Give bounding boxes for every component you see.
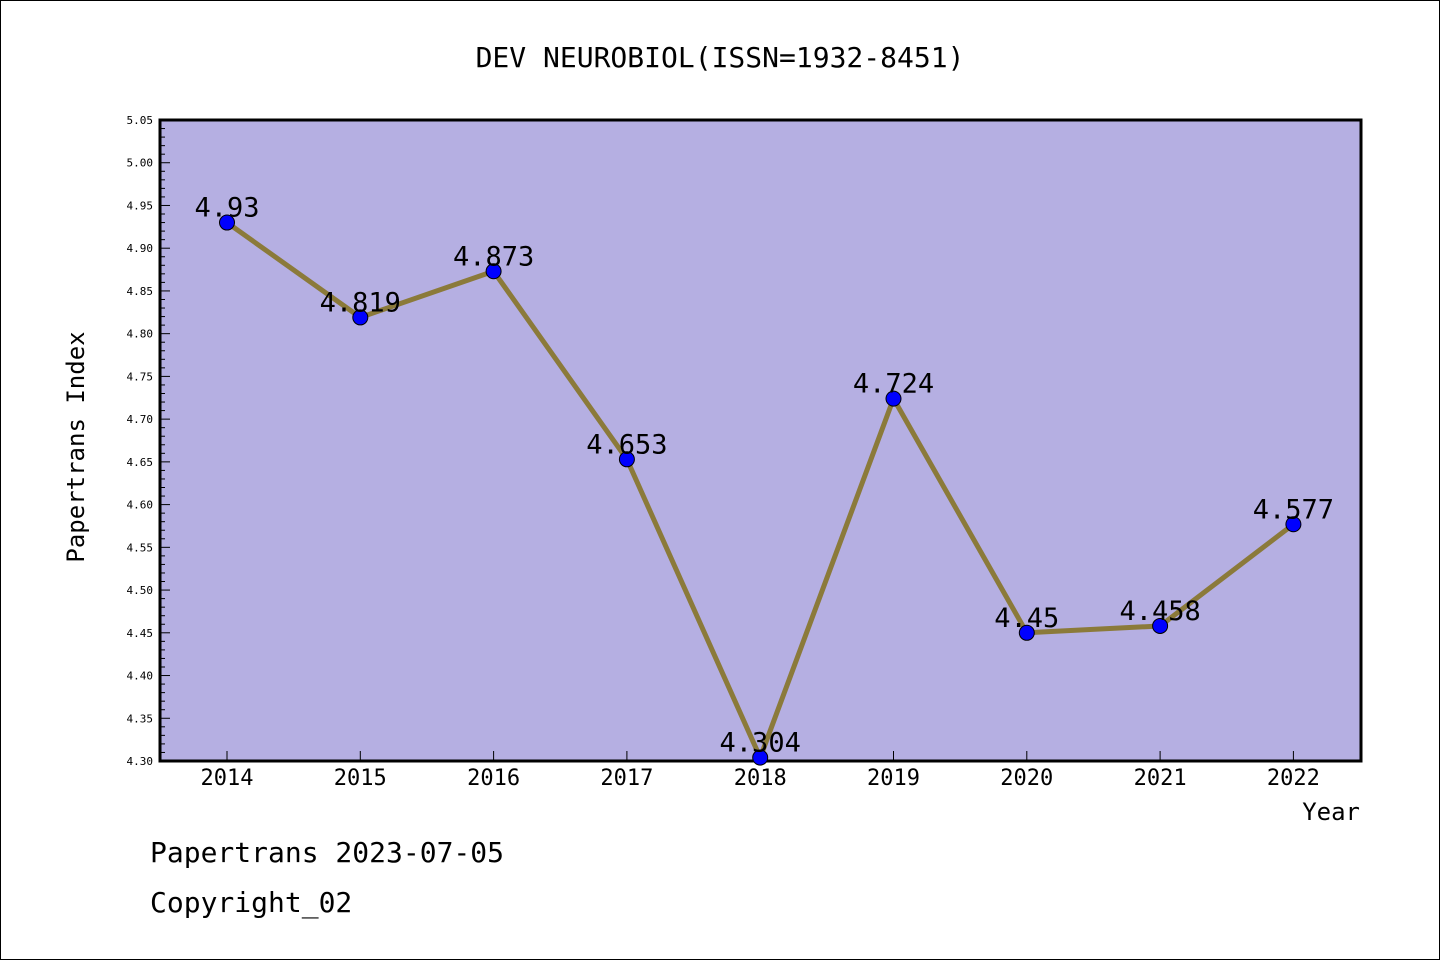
y-tick-label: 4.50: [127, 584, 154, 597]
data-point: [1152, 617, 1169, 634]
y-tick-label: 4.95: [127, 199, 154, 212]
y-tick-label: 4.55: [127, 541, 154, 554]
y-tick-label: 4.80: [127, 328, 154, 341]
y-tick-label: 4.65: [127, 456, 154, 469]
y-tick-label: 5.05: [127, 114, 154, 127]
x-tick-label: 2016: [467, 766, 520, 791]
data-label: 4.304: [720, 728, 801, 759]
y-tick-label: 4.70: [127, 413, 154, 426]
x-tick-label: 2019: [867, 766, 920, 791]
data-point: [352, 309, 369, 326]
x-tick-label: 2022: [1267, 766, 1320, 791]
data-label: 4.724: [853, 369, 934, 400]
y-tick-label: 4.60: [127, 499, 154, 512]
data-point: [485, 263, 502, 280]
y-tick-label: 4.35: [127, 712, 154, 725]
y-tick-label: 4.75: [127, 370, 154, 383]
y-axis: 4.30 4.35 4.40 4.45 4.50 4.55 4.60 4.65 4.70 4.75…: [127, 114, 170, 768]
data-point: [219, 214, 235, 231]
plot-area: [158, 118, 1363, 763]
y-tick-label: 4.90: [127, 242, 154, 255]
data-label: 4.458: [1119, 596, 1200, 627]
y-axis-label: Papertrans Index: [62, 331, 90, 562]
footer-copyright: Copyright_02: [150, 886, 353, 919]
data-label: 4.873: [453, 241, 534, 272]
marker-group: [219, 214, 1302, 766]
x-tick-label: 2015: [334, 766, 387, 791]
data-label: 4.577: [1253, 494, 1334, 525]
x-axis: 2014 2015 2016 2017 2018 2019 2020 2021 2022: [201, 751, 1320, 791]
data-label: 4.45: [994, 603, 1059, 634]
data-point: [885, 390, 902, 407]
data-label: 4.93: [194, 193, 259, 224]
data-label: 4.653: [586, 429, 667, 460]
y-tick-label: 4.45: [127, 627, 154, 640]
y-tick-label: 5.00: [127, 157, 154, 170]
y-tick-label: 4.40: [127, 670, 154, 683]
data-point: [1018, 624, 1035, 641]
x-tick-label: 2014: [201, 766, 254, 791]
x-tick-label: 2021: [1134, 766, 1187, 791]
x-tick-label: 2020: [1000, 766, 1053, 791]
x-axis-label: Year: [1302, 798, 1360, 826]
data-label-group: 4.93 4.819 4.873 4.653 4.304 4.724 4.45 4.458 4.…: [194, 193, 1334, 759]
data-point: [1285, 516, 1302, 533]
footer-date: Papertrans 2023-07-05: [150, 836, 505, 869]
data-label: 4.819: [320, 287, 401, 318]
y-tick-label: 4.30: [127, 755, 154, 768]
x-tick-label: 2017: [600, 766, 653, 791]
chart-title: DEV NEUROBIOL(ISSN=1932-8451): [476, 41, 965, 74]
x-tick-label: 2018: [734, 766, 787, 791]
y-tick-label: 4.85: [127, 285, 154, 298]
data-point: [618, 451, 635, 468]
data-point: [752, 749, 769, 766]
